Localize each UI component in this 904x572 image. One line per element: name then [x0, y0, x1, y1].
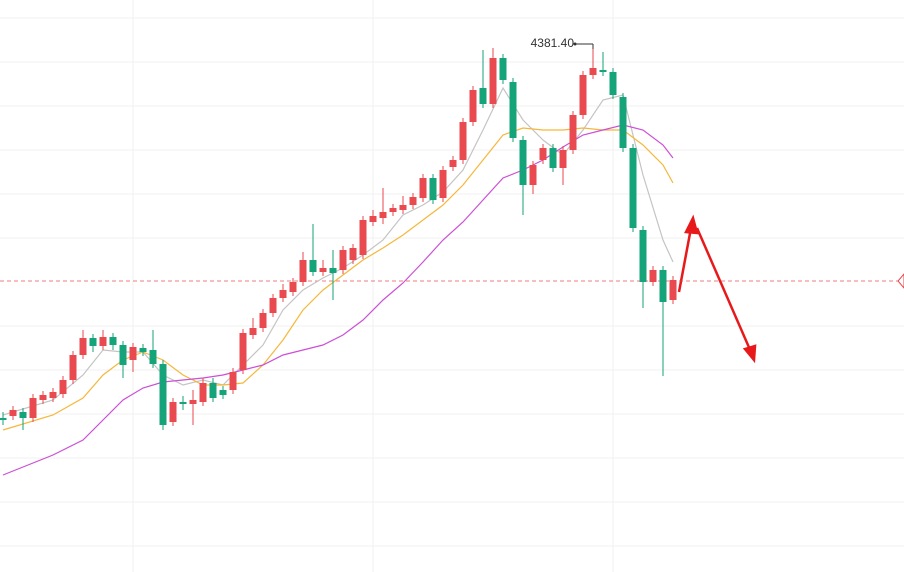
candle-body	[89, 338, 97, 346]
moving-average	[2, 124, 674, 476]
candle-body	[79, 338, 87, 355]
candle-body	[339, 250, 347, 270]
candle-body	[159, 364, 167, 425]
annotation-label: 4381.40	[531, 36, 575, 50]
candle-body	[639, 230, 647, 282]
candle-body	[489, 58, 497, 104]
candle-body	[189, 400, 197, 404]
candle-body	[619, 97, 627, 148]
candle-body	[409, 197, 417, 205]
candle-body	[649, 270, 657, 282]
candle-body	[49, 392, 57, 398]
candle-body	[219, 390, 227, 395]
candle-body	[459, 122, 467, 160]
candle-body	[429, 178, 437, 200]
candle-body	[599, 70, 607, 72]
candle-body	[309, 260, 317, 272]
candle-body	[549, 148, 557, 168]
candle-body	[269, 298, 277, 313]
candle-body	[119, 345, 127, 365]
candle-body	[389, 208, 397, 212]
forecast-arrows	[677, 214, 757, 364]
candle-body	[579, 75, 587, 115]
candle-body	[19, 412, 27, 418]
candle-body	[369, 216, 377, 222]
candle-body	[439, 170, 447, 198]
candle-body	[129, 347, 137, 360]
candle-body	[379, 212, 387, 218]
candle-body	[299, 260, 307, 282]
annotation-dot	[573, 42, 577, 46]
candle-body	[279, 290, 287, 298]
candle-body	[629, 148, 637, 228]
candle-body	[149, 350, 157, 364]
candle-body	[209, 383, 217, 398]
candle-body	[169, 402, 177, 422]
candle-body	[359, 220, 367, 255]
candle-body	[669, 280, 677, 300]
candle-body	[529, 165, 537, 185]
candle-body	[559, 150, 567, 168]
candle-body	[519, 140, 527, 185]
candle-body	[199, 383, 207, 402]
candle-body	[349, 248, 357, 260]
candle-body	[289, 282, 297, 292]
candle-body	[59, 380, 67, 394]
candle-body	[499, 58, 507, 80]
candle-body	[609, 72, 617, 95]
candle-body	[449, 160, 457, 167]
candle-body	[259, 313, 267, 328]
candle-body	[29, 398, 37, 418]
candle-body	[419, 178, 427, 198]
candle-body	[399, 205, 407, 210]
candle-body	[589, 68, 597, 75]
candle-body	[329, 268, 337, 273]
candle-body	[69, 355, 77, 380]
candle-body	[319, 268, 327, 272]
candle-body	[9, 410, 17, 416]
candle-body	[109, 337, 117, 345]
candle-body	[99, 337, 107, 346]
candle-body	[659, 270, 667, 302]
candle-body	[479, 88, 487, 104]
candle-body	[509, 82, 517, 138]
candle-body	[469, 90, 477, 122]
candle-body	[0, 418, 7, 420]
candle-body	[249, 328, 257, 335]
candle-body	[39, 395, 47, 400]
candle-body	[139, 348, 147, 352]
moving-average	[2, 127, 674, 431]
candle-body	[539, 148, 547, 160]
candle-body	[239, 333, 247, 370]
candle-body	[179, 402, 187, 404]
candle-body	[229, 372, 237, 390]
price-marker	[897, 273, 904, 289]
candle-body	[569, 115, 577, 150]
